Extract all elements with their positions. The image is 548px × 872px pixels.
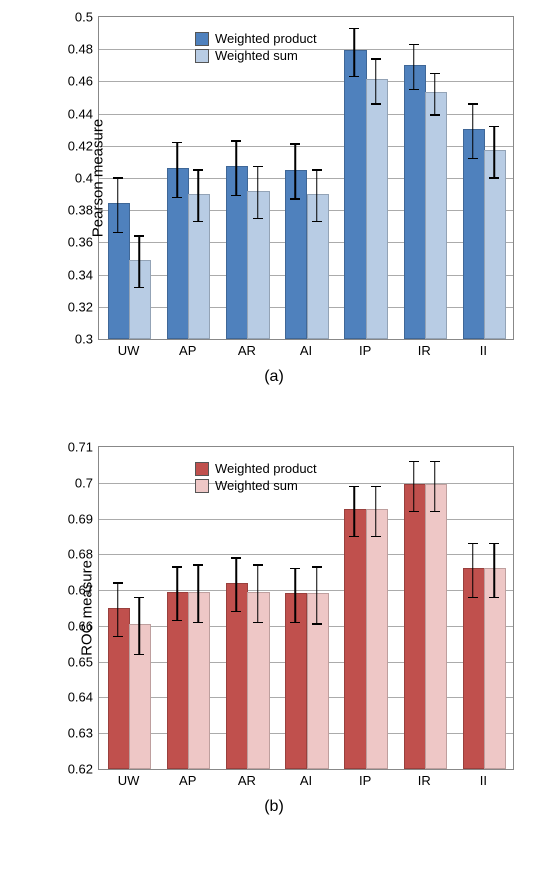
- plot-area-b: 0.620.630.640.650.660.670.680.690.70.71U…: [98, 446, 514, 770]
- ytick-label: 0.7: [75, 475, 93, 490]
- bar: [404, 65, 426, 339]
- xtick-label: AI: [300, 773, 312, 788]
- legend-swatch: [195, 462, 209, 476]
- bar: [285, 170, 307, 339]
- ytick-label: 0.65: [68, 654, 93, 669]
- gridline: [99, 146, 513, 147]
- legend: Weighted product Weighted sum: [195, 461, 317, 495]
- panel-a: 0.30.320.340.360.380.40.420.440.460.480.…: [20, 10, 528, 400]
- bar: [307, 194, 329, 339]
- legend-swatch: [195, 479, 209, 493]
- legend-label: Weighted sum: [215, 478, 298, 493]
- bar: [226, 166, 248, 339]
- y-axis-label: Pearson measure: [90, 119, 107, 237]
- bar: [167, 592, 189, 769]
- bar: [247, 191, 269, 340]
- ytick-label: 0.46: [68, 74, 93, 89]
- legend-swatch: [195, 32, 209, 46]
- xtick-label: II: [480, 343, 487, 358]
- bar: [366, 509, 388, 769]
- bar: [129, 624, 151, 769]
- legend-item: Weighted product: [195, 31, 317, 46]
- bar: [108, 203, 130, 339]
- legend-label: Weighted product: [215, 31, 317, 46]
- gridline: [99, 554, 513, 555]
- xtick-label: AP: [179, 773, 196, 788]
- bar: [463, 568, 485, 769]
- bar: [404, 484, 426, 769]
- panel-b: 0.620.630.640.650.660.670.680.690.70.71U…: [20, 440, 528, 830]
- bar: [188, 592, 210, 769]
- bar: [188, 194, 210, 339]
- xtick-label: UW: [118, 773, 140, 788]
- bar: [463, 129, 485, 339]
- legend-label: Weighted sum: [215, 48, 298, 63]
- bar: [366, 79, 388, 339]
- plot-area-a: 0.30.320.340.360.380.40.420.440.460.480.…: [98, 16, 514, 340]
- legend-item: Weighted product: [195, 461, 317, 476]
- ytick-label: 0.34: [68, 267, 93, 282]
- xtick-label: AR: [238, 343, 256, 358]
- bar: [484, 568, 506, 769]
- bar: [344, 509, 366, 769]
- gridline: [99, 81, 513, 82]
- xtick-label: IR: [418, 343, 431, 358]
- ytick-label: 0.63: [68, 726, 93, 741]
- gridline: [99, 114, 513, 115]
- xtick-label: II: [480, 773, 487, 788]
- xtick-label: AR: [238, 773, 256, 788]
- panel-caption: (a): [264, 368, 284, 386]
- bar: [425, 92, 447, 339]
- ytick-label: 0.3: [75, 332, 93, 347]
- xtick-label: AP: [179, 343, 196, 358]
- bar: [344, 50, 366, 339]
- gridline: [99, 519, 513, 520]
- ytick-label: 0.62: [68, 762, 93, 777]
- ytick-label: 0.71: [68, 440, 93, 455]
- legend-item: Weighted sum: [195, 48, 317, 63]
- bar: [247, 592, 269, 769]
- ytick-label: 0.5: [75, 10, 93, 25]
- gridline: [99, 590, 513, 591]
- bar: [425, 484, 447, 769]
- xtick-label: IP: [359, 773, 371, 788]
- legend-label: Weighted product: [215, 461, 317, 476]
- ytick-label: 0.48: [68, 42, 93, 57]
- panel-caption: (b): [264, 798, 284, 816]
- xtick-label: UW: [118, 343, 140, 358]
- legend-swatch: [195, 49, 209, 63]
- xtick-label: IP: [359, 343, 371, 358]
- xtick-label: IR: [418, 773, 431, 788]
- ytick-label: 0.32: [68, 299, 93, 314]
- bar: [108, 608, 130, 769]
- ytick-label: 0.69: [68, 511, 93, 526]
- bar: [167, 168, 189, 339]
- bar: [129, 260, 151, 339]
- legend-item: Weighted sum: [195, 478, 317, 493]
- ytick-label: 0.64: [68, 690, 93, 705]
- xtick-label: AI: [300, 343, 312, 358]
- legend: Weighted product Weighted sum: [195, 31, 317, 65]
- y-axis-label: ROC measure: [78, 560, 95, 656]
- bar: [285, 593, 307, 769]
- bar: [307, 593, 329, 769]
